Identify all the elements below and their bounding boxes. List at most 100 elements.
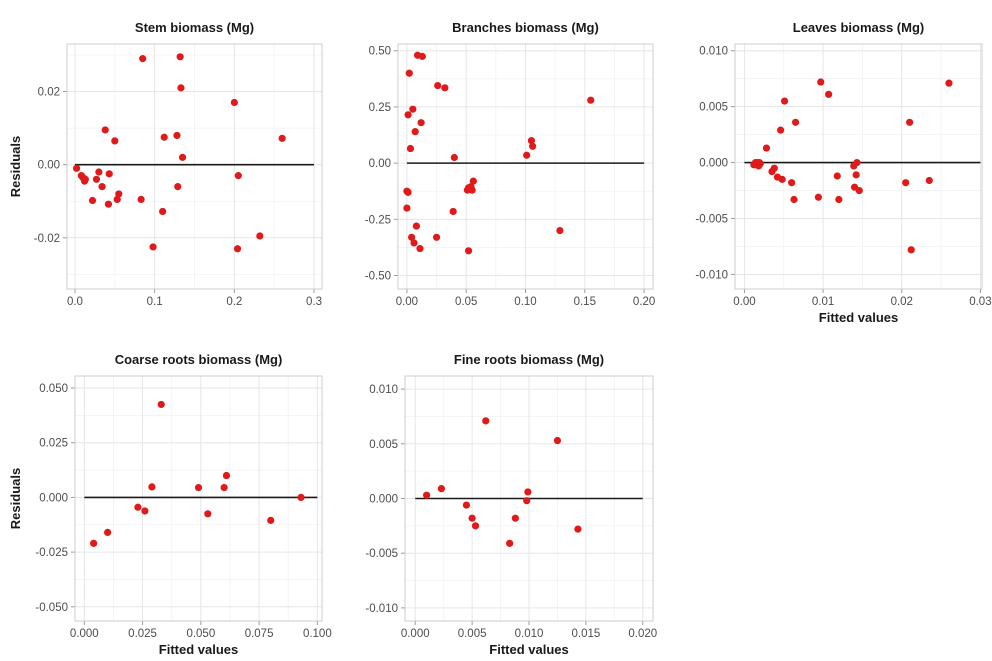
data-point xyxy=(194,483,203,492)
data-point xyxy=(835,195,843,204)
data-point xyxy=(233,245,242,253)
y-tick-label: 0.010 xyxy=(369,384,398,396)
x-tick-label: 0.020 xyxy=(628,628,657,640)
x-tick-label: 0.100 xyxy=(303,628,332,640)
data-point xyxy=(174,183,182,191)
data-point xyxy=(855,186,863,195)
data-point xyxy=(556,226,564,235)
data-point xyxy=(524,488,532,496)
y-tick-label: 0.25 xyxy=(369,102,391,114)
data-point xyxy=(177,84,185,92)
data-point xyxy=(416,244,424,253)
x-axis-title: Fitted values xyxy=(159,642,238,657)
data-point xyxy=(267,516,275,524)
panel-title: Coarse roots biomass (Mg) xyxy=(115,352,283,367)
panel-title: Branches biomass (Mg) xyxy=(452,20,599,35)
data-point xyxy=(104,200,113,208)
panel-title: Fine roots biomass (Mg) xyxy=(454,352,604,367)
data-point xyxy=(176,53,184,61)
data-point xyxy=(113,195,121,204)
y-tick-label: -0.025 xyxy=(35,547,68,559)
x-tick-label: 0.20 xyxy=(633,296,655,308)
data-point xyxy=(148,483,156,491)
y-tick-label: 0.02 xyxy=(38,87,60,99)
data-point xyxy=(762,144,771,152)
data-point xyxy=(411,128,419,136)
data-point xyxy=(482,417,490,425)
data-point xyxy=(88,196,97,205)
data-point xyxy=(468,514,476,522)
x-axis-title: Fitted values xyxy=(489,642,568,657)
data-point xyxy=(105,170,113,178)
data-point xyxy=(81,175,89,183)
data-point xyxy=(945,79,953,87)
data-point xyxy=(234,172,242,180)
data-point xyxy=(404,188,412,196)
data-point xyxy=(432,233,441,241)
x-tick-label: 0.01 xyxy=(812,296,834,308)
data-point xyxy=(111,137,119,145)
y-tick-label: -0.010 xyxy=(365,603,398,615)
data-point xyxy=(574,525,582,533)
data-point xyxy=(72,164,81,172)
data-point xyxy=(906,118,914,126)
data-point xyxy=(412,222,420,230)
data-point xyxy=(902,179,910,187)
data-point xyxy=(149,243,157,251)
data-point xyxy=(404,111,412,119)
data-point xyxy=(770,164,778,172)
data-point xyxy=(825,90,833,98)
data-point xyxy=(222,471,231,480)
x-tick-label: 0.050 xyxy=(186,628,215,640)
data-point xyxy=(101,126,109,134)
data-point xyxy=(756,160,764,168)
data-point xyxy=(408,233,416,241)
x-tick-label: 0.02 xyxy=(891,296,913,308)
y-tick-label: 0.00 xyxy=(38,160,60,172)
y-axis-title: Residuals xyxy=(8,468,23,529)
plot-background xyxy=(75,376,322,621)
data-point xyxy=(462,501,471,509)
x-tick-label: 0.000 xyxy=(401,628,430,640)
data-point xyxy=(471,522,480,530)
x-tick-label: 0.005 xyxy=(458,628,487,640)
data-point xyxy=(204,510,212,518)
panel-border xyxy=(734,43,983,290)
y-tick-label: 0.050 xyxy=(39,383,68,395)
y-tick-label: -0.050 xyxy=(35,602,68,614)
x-axis-title: Fitted values xyxy=(819,310,898,325)
x-tick-label: 0.3 xyxy=(306,296,322,308)
y-tick-label: -0.010 xyxy=(695,269,728,281)
panel-title: Stem biomass (Mg) xyxy=(135,20,254,35)
y-tick-label: 0.00 xyxy=(369,158,391,170)
data-point xyxy=(778,175,786,183)
data-point xyxy=(137,195,145,204)
panel-title: Leaves biomass (Mg) xyxy=(793,20,925,35)
x-tick-label: 0.10 xyxy=(514,296,536,308)
data-point xyxy=(418,52,426,60)
data-point xyxy=(523,497,531,505)
y-tick-label: -0.005 xyxy=(365,548,398,560)
data-point xyxy=(403,204,411,212)
data-point xyxy=(777,126,785,134)
data-point xyxy=(423,491,431,499)
data-point xyxy=(410,239,418,247)
data-point xyxy=(817,78,825,86)
y-tick-label: 0.000 xyxy=(39,492,68,504)
data-point xyxy=(527,137,536,145)
x-tick-label: 0.0 xyxy=(67,296,83,308)
panel-border xyxy=(66,43,323,290)
data-point xyxy=(925,176,933,185)
data-point xyxy=(907,246,915,254)
data-point xyxy=(469,177,477,185)
data-point xyxy=(437,485,446,493)
data-point xyxy=(780,97,789,105)
data-point xyxy=(468,186,476,194)
panel-border xyxy=(397,43,654,290)
data-point xyxy=(159,207,167,216)
data-point xyxy=(434,81,442,90)
y-tick-label: 0.50 xyxy=(369,46,391,58)
data-point xyxy=(178,153,187,161)
data-point xyxy=(449,207,457,216)
data-point xyxy=(98,183,106,191)
